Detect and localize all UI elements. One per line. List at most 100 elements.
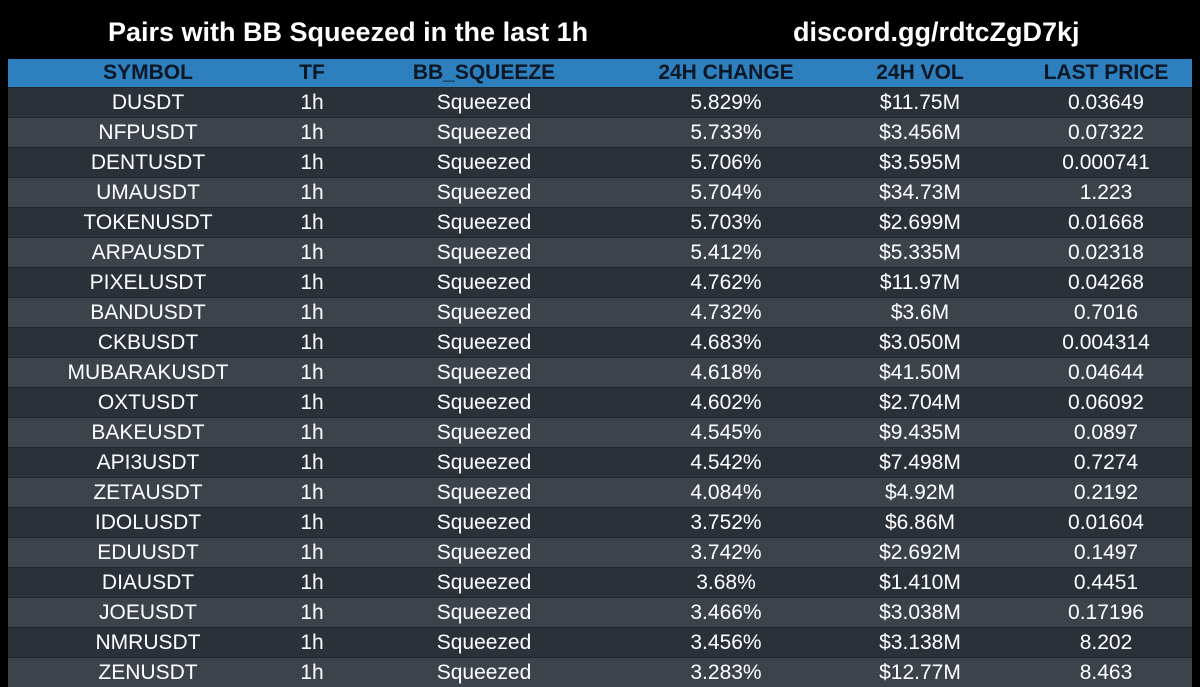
price-cell: 0.01604 [1020, 508, 1192, 538]
price-cell: 8.202 [1020, 628, 1192, 658]
tf-cell: 1h [288, 148, 336, 178]
column-header-tf[interactable]: TF [288, 59, 336, 88]
price-cell: 0.000741 [1020, 148, 1192, 178]
volume-cell: $3.6M [820, 298, 1020, 328]
tf-cell: 1h [288, 508, 336, 538]
tf-cell: 1h [288, 328, 336, 358]
change-cell: 5.704% [632, 178, 820, 208]
symbol-cell: IDOLUSDT [8, 508, 288, 538]
change-cell: 4.542% [632, 448, 820, 478]
volume-cell: $3.050M [820, 328, 1020, 358]
pairs-table: SYMBOL TF BB_SQUEEZE 24H CHANGE 24H VOL … [8, 59, 1192, 687]
tf-cell: 1h [288, 448, 336, 478]
column-header-24h-change[interactable]: 24H CHANGE [632, 59, 820, 88]
volume-cell: $12.77M [820, 658, 1020, 687]
change-cell: 5.733% [632, 118, 820, 148]
volume-cell: $11.75M [820, 88, 1020, 118]
symbol-cell: JOEUSDT [8, 598, 288, 628]
bb-squeeze-cell: Squeezed [336, 448, 632, 478]
volume-cell: $3.595M [820, 148, 1020, 178]
price-cell: 0.0897 [1020, 418, 1192, 448]
change-cell: 3.283% [632, 658, 820, 687]
bb-squeeze-cell: Squeezed [336, 88, 632, 118]
tf-cell: 1h [288, 418, 336, 448]
change-cell: 4.084% [632, 478, 820, 508]
bb-squeeze-cell: Squeezed [336, 628, 632, 658]
volume-cell: $11.97M [820, 268, 1020, 298]
volume-cell: $9.435M [820, 418, 1020, 448]
bb-squeeze-cell: Squeezed [336, 118, 632, 148]
tf-cell: 1h [288, 658, 336, 687]
price-cell: 0.7016 [1020, 298, 1192, 328]
symbol-cell: NMRUSDT [8, 628, 288, 658]
change-cell: 3.466% [632, 598, 820, 628]
symbol-cell: PIXELUSDT [8, 268, 288, 298]
symbol-cell: ZENUSDT [8, 658, 288, 687]
column-header-symbol[interactable]: SYMBOL [8, 59, 288, 88]
symbol-cell: UMAUSDT [8, 178, 288, 208]
change-cell: 5.706% [632, 148, 820, 178]
header-bar: Pairs with BB Squeezed in the last 1h di… [0, 0, 1200, 60]
page-title: Pairs with BB Squeezed in the last 1h [108, 14, 588, 50]
change-cell: 5.412% [632, 238, 820, 268]
change-cell: 3.456% [632, 628, 820, 658]
bb-squeeze-cell: Squeezed [336, 478, 632, 508]
volume-cell: $6.86M [820, 508, 1020, 538]
bb-squeeze-cell: Squeezed [336, 238, 632, 268]
volume-cell: $3.138M [820, 628, 1020, 658]
column-header-last-price[interactable]: LAST PRICE [1020, 59, 1192, 88]
bb-squeeze-cell: Squeezed [336, 148, 632, 178]
symbol-cell: BAKEUSDT [8, 418, 288, 448]
bb-squeeze-cell: Squeezed [336, 538, 632, 568]
price-cell: 8.463 [1020, 658, 1192, 687]
volume-cell: $7.498M [820, 448, 1020, 478]
volume-cell: $1.410M [820, 568, 1020, 598]
symbol-cell: API3USDT [8, 448, 288, 478]
volume-cell: $41.50M [820, 358, 1020, 388]
price-cell: 0.1497 [1020, 538, 1192, 568]
symbol-cell: CKBUSDT [8, 328, 288, 358]
bb-squeeze-cell: Squeezed [336, 178, 632, 208]
price-cell: 0.03649 [1020, 88, 1192, 118]
volume-cell: $2.699M [820, 208, 1020, 238]
price-cell: 0.07322 [1020, 118, 1192, 148]
change-cell: 3.752% [632, 508, 820, 538]
symbol-cell: MUBARAKUSDT [8, 358, 288, 388]
tf-cell: 1h [288, 478, 336, 508]
tf-cell: 1h [288, 358, 336, 388]
symbol-cell: DUSDT [8, 88, 288, 118]
column-header-24h-vol[interactable]: 24H VOL [820, 59, 1020, 88]
symbol-cell: TOKENUSDT [8, 208, 288, 238]
column-header-bb-squeeze[interactable]: BB_SQUEEZE [336, 59, 632, 88]
bb-squeeze-cell: Squeezed [336, 208, 632, 238]
discord-link[interactable]: discord.gg/rdtcZgD7kj [793, 14, 1080, 50]
tf-cell: 1h [288, 388, 336, 418]
symbol-cell: DIAUSDT [8, 568, 288, 598]
volume-cell: $2.704M [820, 388, 1020, 418]
symbol-cell: ZETAUSDT [8, 478, 288, 508]
volume-cell: $5.335M [820, 238, 1020, 268]
price-cell: 0.02318 [1020, 238, 1192, 268]
change-cell: 4.683% [632, 328, 820, 358]
price-cell: 0.04268 [1020, 268, 1192, 298]
